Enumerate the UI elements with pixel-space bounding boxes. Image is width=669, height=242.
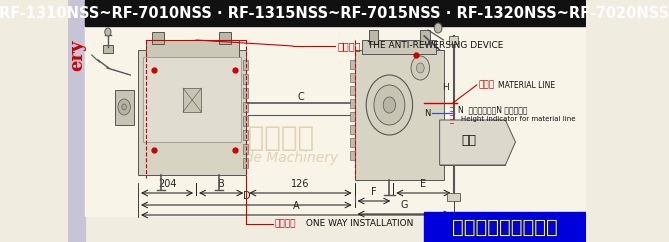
Polygon shape <box>440 120 515 165</box>
Text: G: G <box>400 200 408 210</box>
Bar <box>355 50 444 180</box>
Bar <box>86 0 586 26</box>
Bar <box>244 144 248 154</box>
Circle shape <box>374 85 405 125</box>
Bar <box>244 116 248 126</box>
Text: ery: ery <box>68 39 86 71</box>
Text: N: N <box>424 108 430 118</box>
Text: H: H <box>442 83 449 92</box>
Bar <box>244 130 248 140</box>
Text: THE ANTI-REWERSING DEVICE: THE ANTI-REWERSING DEVICE <box>365 41 504 51</box>
Text: Jinzhide Machinery: Jinzhide Machinery <box>208 151 339 165</box>
Bar <box>143 57 241 142</box>
Bar <box>244 74 248 84</box>
Bar <box>152 32 164 44</box>
Text: A: A <box>292 201 299 211</box>
Text: 滚輪送料機外型尺寸: 滚輪送料機外型尺寸 <box>452 218 558 236</box>
Text: ONE WAY INSTALLATION: ONE WAY INSTALLATION <box>303 219 413 228</box>
Text: 126: 126 <box>291 179 310 189</box>
Bar <box>350 125 355 134</box>
Text: C: C <box>297 92 304 102</box>
Bar <box>86 26 586 216</box>
Bar <box>350 86 355 95</box>
Text: F: F <box>371 187 377 197</box>
Text: 單向裝置: 單向裝置 <box>275 219 296 228</box>
Bar <box>449 36 458 44</box>
Text: 204: 204 <box>158 179 177 189</box>
Circle shape <box>417 63 424 73</box>
Text: B: B <box>218 179 225 189</box>
Text: D: D <box>243 191 250 201</box>
Bar <box>350 138 355 147</box>
Bar <box>183 88 201 112</box>
Text: E: E <box>420 179 426 189</box>
Text: 晉志德機械: 晉志德機械 <box>232 124 315 152</box>
Bar <box>138 50 246 175</box>
Bar <box>219 32 231 44</box>
Circle shape <box>105 28 111 36</box>
Bar <box>244 102 248 112</box>
Bar <box>146 40 239 58</box>
Bar <box>440 120 505 165</box>
Bar <box>350 99 355 108</box>
Text: N  材料線高度（N 値）指示尺: N 材料線高度（N 値）指示尺 <box>458 106 528 114</box>
Bar <box>350 60 355 69</box>
Text: RF-1310NSS~RF-7010NSS · RF-1315NSS~RF-7015NSS · RF-1320NSS~RF-7020NSS: RF-1310NSS~RF-7010NSS · RF-1315NSS~RF-70… <box>0 6 669 21</box>
Text: 平板: 平板 <box>462 135 476 148</box>
Bar <box>244 60 248 70</box>
Text: 逆向裝置: 逆向裝置 <box>338 41 361 51</box>
Text: Height indicator for material line: Height indicator for material line <box>460 116 575 122</box>
Circle shape <box>366 75 413 135</box>
Bar <box>369 30 378 44</box>
Circle shape <box>118 99 130 115</box>
Circle shape <box>122 104 126 110</box>
Bar <box>103 45 112 53</box>
Circle shape <box>383 97 395 113</box>
Text: MATERIAL LINE: MATERIAL LINE <box>498 81 555 90</box>
Bar <box>420 30 429 44</box>
Text: 材料線: 材料線 <box>478 81 494 90</box>
Bar <box>350 112 355 121</box>
Bar <box>244 158 248 168</box>
Bar <box>424 212 586 242</box>
Bar <box>115 90 134 125</box>
Bar <box>244 88 248 98</box>
Bar <box>363 40 436 54</box>
Circle shape <box>434 23 442 33</box>
Bar <box>68 0 86 242</box>
Bar <box>448 193 460 201</box>
Circle shape <box>411 56 429 80</box>
Bar <box>350 73 355 82</box>
Bar <box>350 151 355 160</box>
